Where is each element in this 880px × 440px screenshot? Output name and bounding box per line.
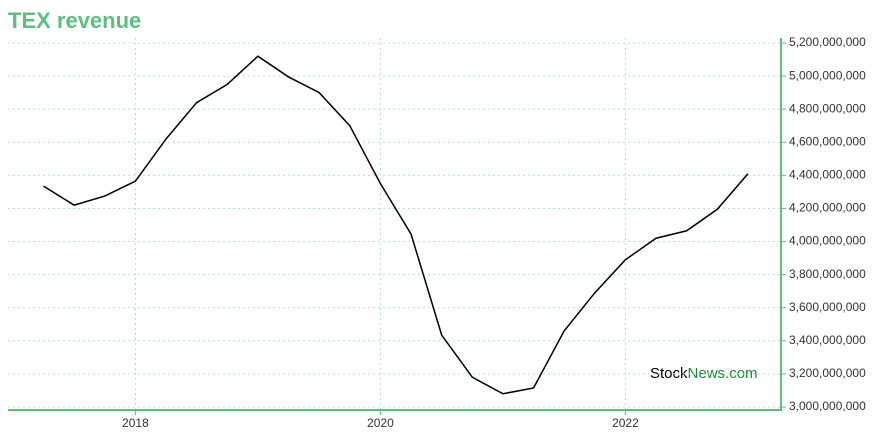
y-tick-label: 5,000,000,000 bbox=[789, 68, 866, 82]
y-tick-label: 4,800,000,000 bbox=[789, 101, 866, 115]
y-tick-label: 5,200,000,000 bbox=[789, 35, 866, 49]
y-tick-label: 3,000,000,000 bbox=[789, 399, 866, 413]
x-tick-label: 2020 bbox=[367, 416, 394, 430]
chart-title: TEX revenue bbox=[8, 8, 141, 33]
y-tick-label: 3,200,000,000 bbox=[789, 366, 866, 380]
x-tick-label: 2018 bbox=[122, 416, 149, 430]
x-tick-label: 2022 bbox=[612, 416, 639, 430]
data-line bbox=[43, 55, 749, 395]
y-tick-label: 3,400,000,000 bbox=[789, 333, 866, 347]
y-tick-label: 3,800,000,000 bbox=[789, 267, 866, 281]
watermark-part: News.com bbox=[688, 365, 758, 382]
y-tick-label: 3,600,000,000 bbox=[789, 300, 866, 314]
y-tick-label: 4,200,000,000 bbox=[789, 201, 866, 215]
y-tick-label: 4,400,000,000 bbox=[789, 168, 866, 182]
y-tick-label: 4,000,000,000 bbox=[789, 234, 866, 248]
y-tick-label: 4,600,000,000 bbox=[789, 134, 866, 148]
